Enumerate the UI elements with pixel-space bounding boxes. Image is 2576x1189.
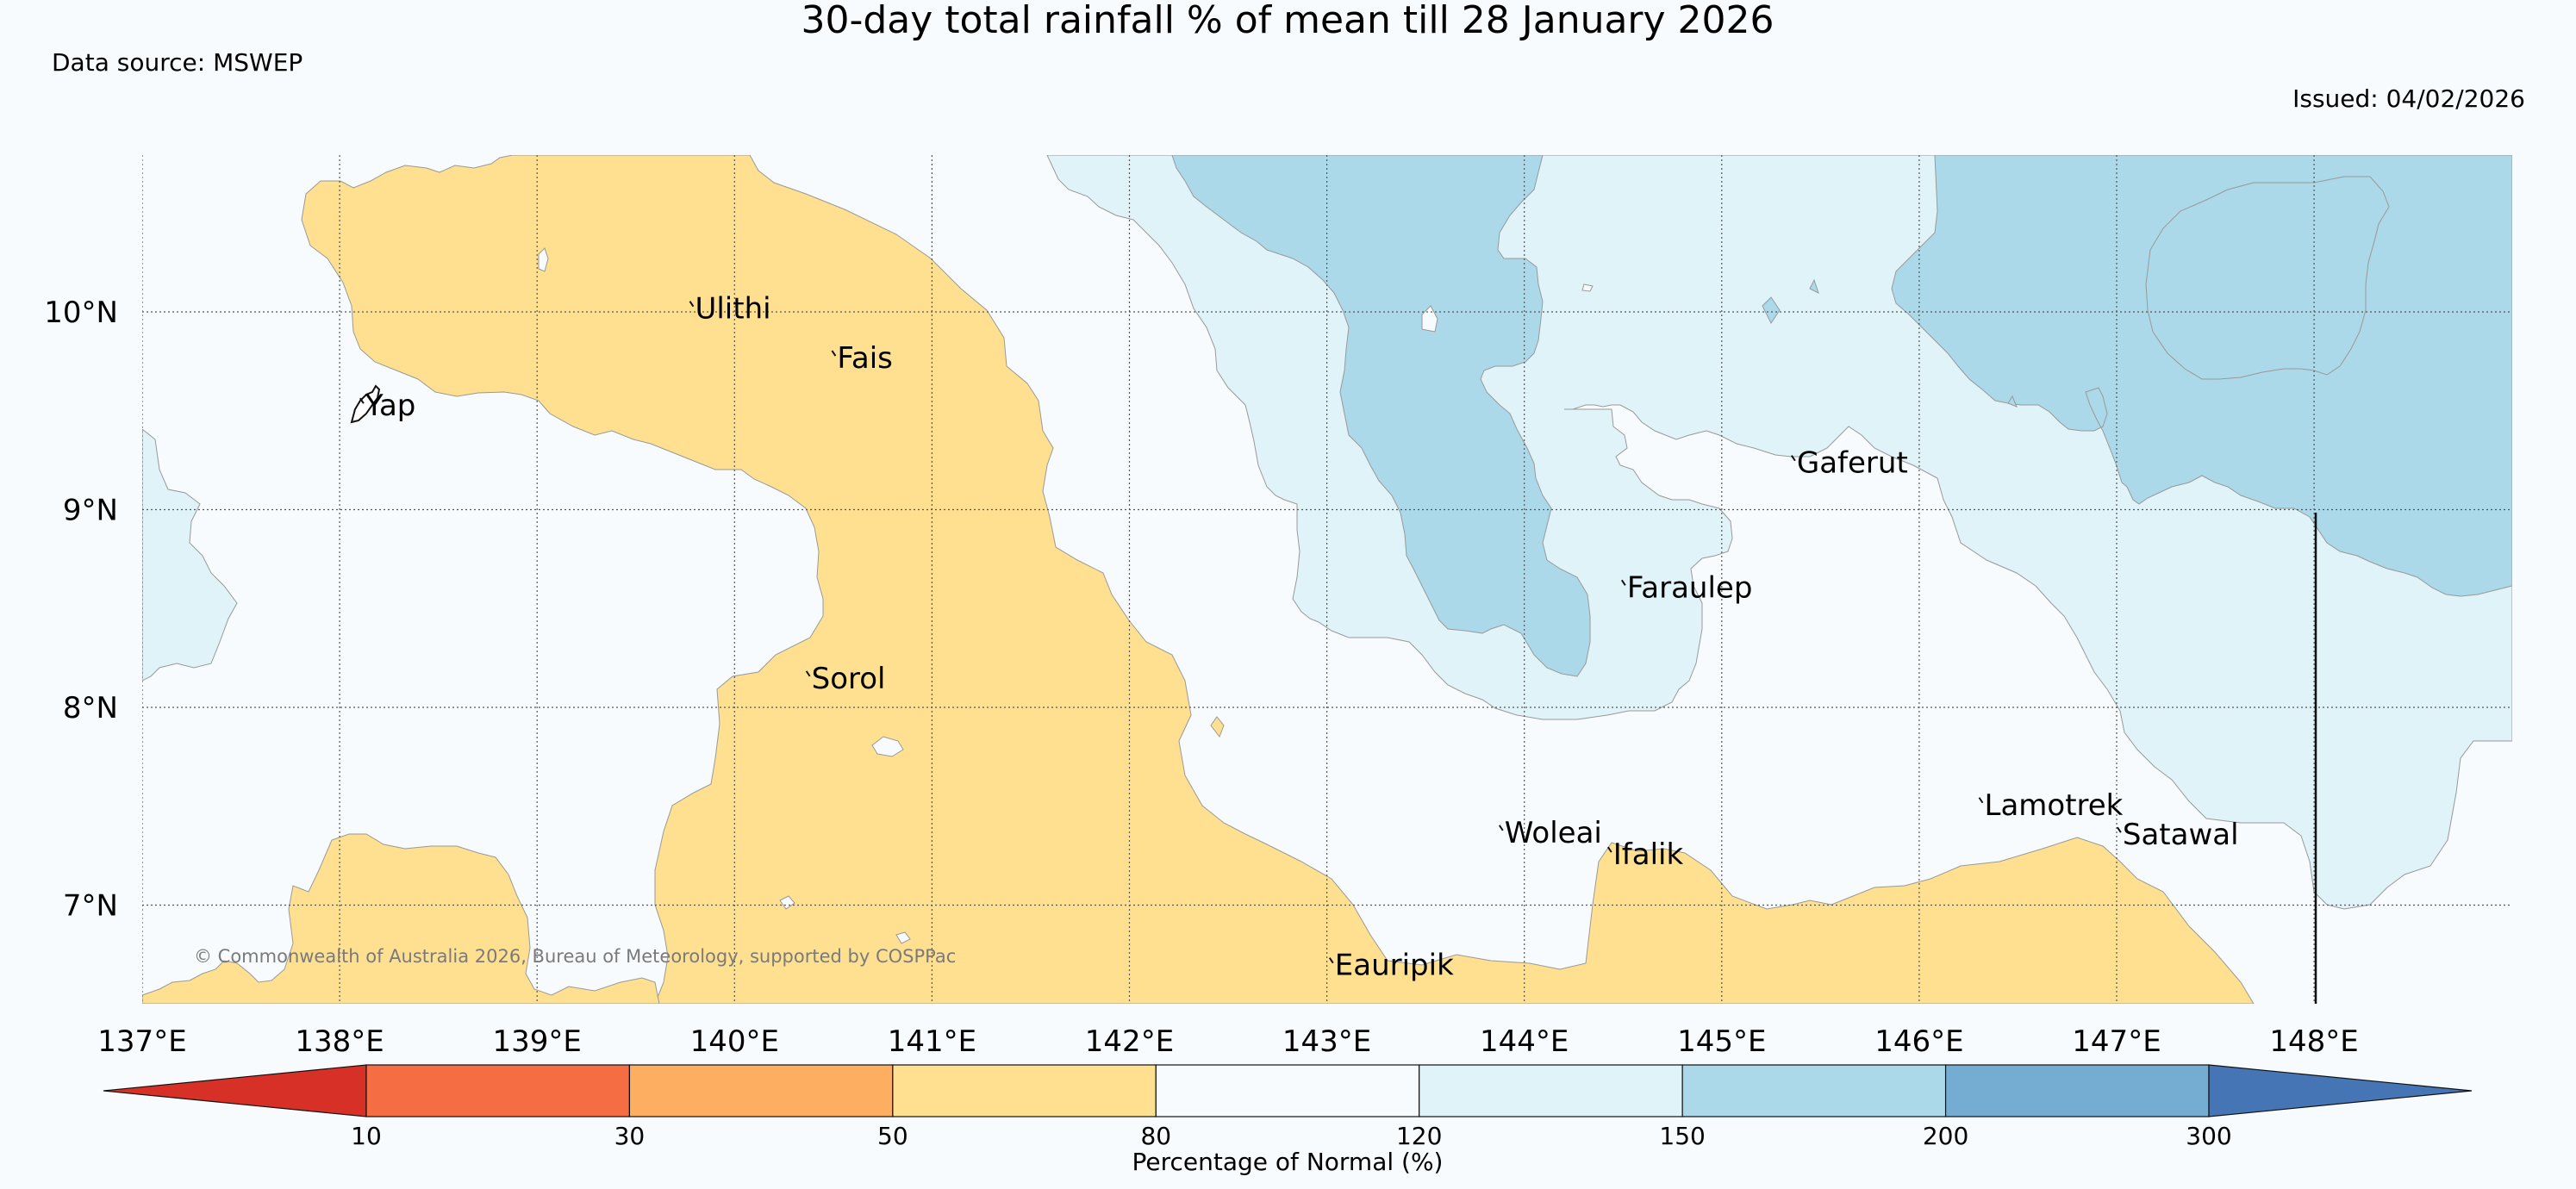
hole-5 [779, 895, 795, 910]
place-marker [1791, 455, 1796, 462]
map-panel[interactable]: Ulithi Fais Yap Gaferut Faraulep Sorol Woleai I… [142, 155, 2512, 1004]
lat-tick-label: 7°N [63, 889, 118, 924]
region-150-200-spot2 [1809, 278, 1819, 294]
place-label-ulithi: Ulithi [695, 292, 770, 327]
lat-tick-label: 9°N [63, 494, 118, 528]
lat-tick-labels: 10°N 9°N 8°N 7°N [44, 296, 118, 924]
place-marker [1606, 846, 1612, 853]
place-label-lamotrek: Lamotrek [1985, 788, 2124, 823]
hole-1 [538, 247, 549, 272]
place-label-ifalik: Ifalik [1613, 837, 1684, 872]
colorbar-tick-label: 150 [1659, 1122, 1705, 1150]
colorbar-bin [1155, 1064, 1420, 1117]
hole-6 [895, 931, 911, 944]
place-marker [1620, 579, 1626, 586]
place-marker [805, 670, 811, 677]
hole-2 [871, 736, 904, 757]
lat-tick-label: 8°N [63, 691, 118, 725]
hole-4 [1581, 283, 1594, 292]
place-label-fais: Fais [837, 341, 892, 376]
colorbar-extend-low [103, 1064, 367, 1117]
region-50-80-islet [1210, 716, 1225, 738]
place-label-satawal: Satawal [2123, 818, 2239, 852]
colorbar-tick-label: 30 [614, 1122, 646, 1150]
region-150-200-spot3 [2007, 395, 2018, 408]
colorbar-tick-label: 300 [2186, 1122, 2231, 1150]
colorbar-bin [1944, 1064, 2210, 1117]
lon-tick-label: 144°E [1480, 1024, 1569, 1059]
data-source: Data source: MSWEP [52, 48, 303, 77]
lon-tick-label: 138°E [295, 1024, 384, 1059]
lon-tick-label: 146°E [1874, 1024, 1963, 1059]
colorbar-bin [365, 1064, 631, 1117]
colorbar-extend-high [2208, 1064, 2473, 1117]
colorbar-bin [1419, 1064, 1683, 1117]
yap-island [350, 384, 381, 424]
lon-tick-label: 143°E [1282, 1024, 1371, 1059]
colorbar-tick-label: 120 [1396, 1122, 1442, 1150]
colorbar-bin [892, 1064, 1157, 1117]
colorbar-tick-label: 10 [351, 1122, 382, 1150]
place-marker [359, 397, 365, 404]
place-marker [1978, 797, 1984, 804]
lon-tick-labels: 137°E 138°E 139°E 140°E 141°E 142°E 143°E 144°E… [97, 1024, 2358, 1059]
colorbar-title: Percentage of Normal (%) [1132, 1148, 1444, 1176]
hole-3 [1421, 305, 1438, 333]
colorbar-bin [1681, 1064, 1947, 1117]
lon-tick-label: 147°E [2072, 1024, 2161, 1059]
lon-tick-label: 145°E [1677, 1024, 1766, 1059]
place-marker [1328, 957, 1334, 964]
lon-tick-label: 140°E [690, 1024, 779, 1059]
place-label-woleai: Woleai [1505, 816, 1602, 850]
issued-date: Issued: 04/02/2026 [2292, 84, 2525, 113]
place-marker [689, 301, 695, 308]
place-labels: Ulithi Fais Yap Gaferut Faraulep Sorol Woleai I… [359, 292, 2239, 983]
lon-tick-label: 139°E [493, 1024, 582, 1059]
colorbar-bin [628, 1064, 894, 1117]
lon-tick-label: 137°E [97, 1024, 186, 1059]
map-grid [142, 155, 2512, 1004]
region-150-200-spot1 [1762, 296, 1781, 324]
colorbar-tick-label: 50 [877, 1122, 908, 1150]
copyright: © Commonwealth of Australia 2026, Bureau… [194, 946, 956, 967]
colorbar: 10 30 50 80 120 150 200 300 [103, 1064, 2473, 1150]
place-label-sorol: Sorol [812, 662, 886, 696]
lon-tick-label: 148°E [2269, 1024, 2358, 1059]
region-150-200-northeast [1891, 155, 2512, 597]
colorbar-tick-label: 80 [1140, 1122, 1171, 1150]
map-title: 30-day total rainfall % of mean till 28 … [801, 0, 1774, 42]
lon-tick-label: 141°E [888, 1024, 976, 1059]
place-marker [831, 350, 837, 357]
place-label-faraulep: Faraulep [1627, 570, 1753, 605]
region-150-200-central [1171, 155, 1591, 677]
region-120-150-west [142, 428, 238, 682]
region-50-80-southwest [142, 833, 660, 1004]
lat-tick-label: 10°N [44, 296, 118, 330]
place-label-yap: Yap [365, 389, 416, 423]
place-label-gaferut: Gaferut [1797, 446, 1908, 481]
place-label-eauripik: Eauripik [1335, 949, 1454, 983]
place-marker [2117, 826, 2122, 833]
place-marker [1498, 825, 1504, 831]
colorbar-tick-label: 200 [1923, 1122, 1968, 1150]
lon-tick-label: 142°E [1085, 1024, 1174, 1059]
